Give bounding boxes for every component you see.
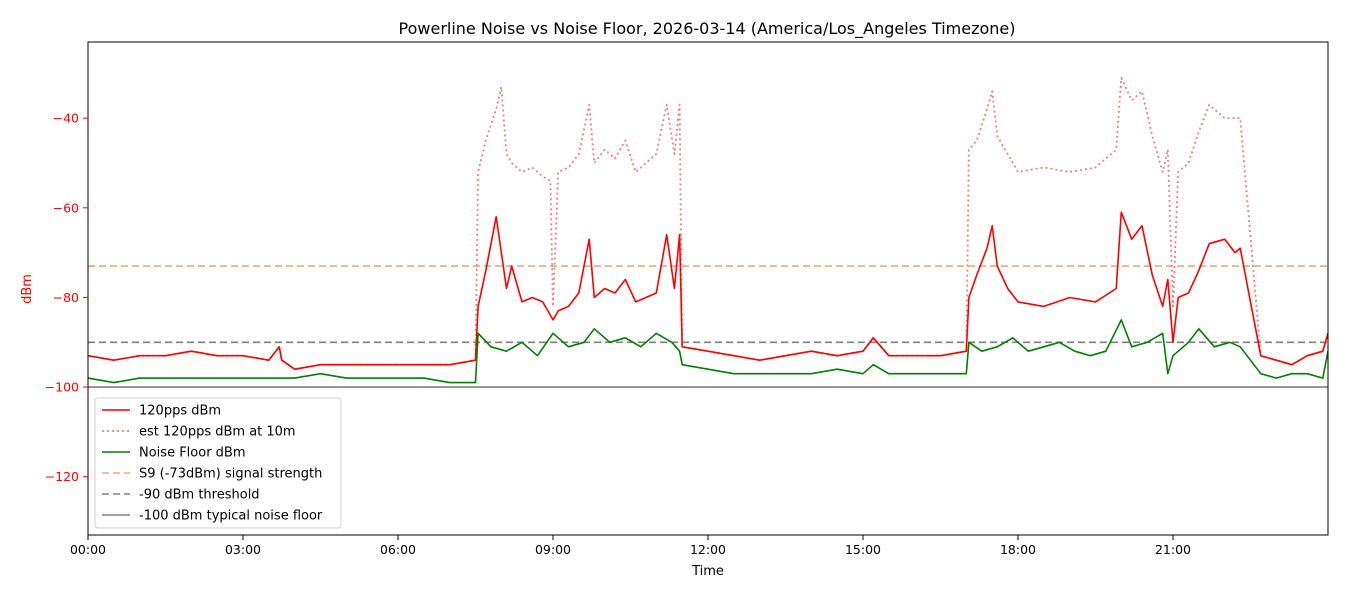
legend-label-2: est 120pps dBm at 10m [139,425,296,440]
legend-box [94,397,342,529]
legend-label-6: -100 dBm typical noise floor [139,509,323,524]
series-line-3 [88,319,1328,384]
x-tick-label-3: 09:00 [535,542,571,557]
y-tick-label-3: −100 [45,380,79,395]
x-tick-label-2: 06:00 [380,542,416,557]
x-tick-label-6: 18:00 [1000,542,1036,557]
y-axis-label: dBm [20,274,35,304]
x-tick-label-0: 00:00 [70,542,106,557]
series-line-2 [88,77,1328,371]
legend-label-1: 120pps dBm [139,404,221,419]
y-tick-label-2: −80 [53,290,79,305]
legend-label-4: S9 (-73dBm) signal strength [139,467,322,482]
legend-label-5: -90 dBm threshold [139,488,260,503]
y-axis: −40 −60 −80 −100 −120 [45,111,88,484]
x-tick-label-1: 03:00 [225,542,261,557]
chart-title: Powerline Noise vs Noise Floor, 2026-03-… [399,19,1016,39]
y-tick-label-0: −40 [53,111,79,126]
y-tick-label-1: −60 [53,200,79,215]
x-axis: 00:00 03:00 06:00 09:00 12:00 15:00 18:00 21:00 [70,535,1191,557]
x-tick-label-5: 15:00 [845,542,881,557]
y-tick-label-4: −120 [45,469,79,484]
x-tick-label-4: 12:00 [690,542,726,557]
legend-label-3: Noise Floor dBm [139,446,246,461]
x-tick-label-7: 21:00 [1155,542,1191,557]
series-line-1 [88,211,1328,371]
series-layer [88,77,1328,388]
legend: 120pps dBm est 120pps dBm at 10m Noise Flo… [94,397,342,529]
x-axis-label: Time [691,564,724,579]
